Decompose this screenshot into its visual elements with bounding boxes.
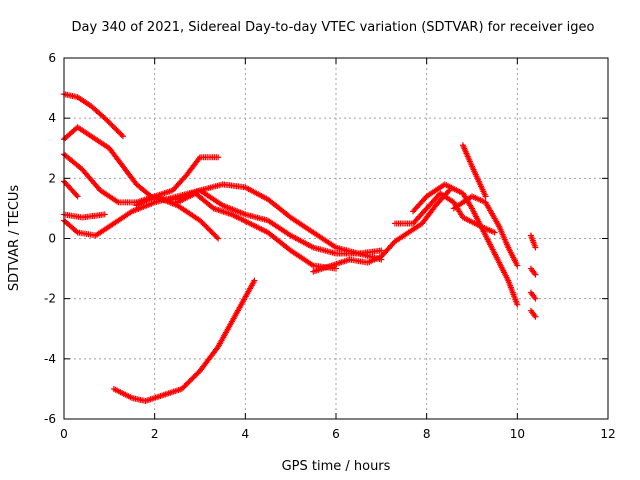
series-trace-p [527,265,539,278]
plus-marker [74,193,81,200]
y-axis-title: SDTVAR / TECUs [7,185,22,292]
x-tick-label: 10 [510,427,525,441]
series-trace-g [133,154,222,209]
plus-marker [215,235,222,242]
plus-marker [73,228,80,235]
y-tick-label: 4 [48,111,56,125]
series-trace-d [61,178,81,200]
series-trace-m [450,193,521,269]
plus-marker [514,301,521,308]
plus-marker [195,155,202,162]
y-tick-label: 6 [48,51,56,65]
chart-title: Day 340 of 2021, Sidereal Day-to-day VTE… [72,20,595,35]
plus-marker [532,313,539,320]
series-trace-j [310,187,453,275]
data-points [61,91,539,404]
plus-marker [215,154,222,161]
series-trace-i [110,277,258,404]
plus-marker [514,262,521,269]
y-tick-label: 2 [48,171,56,185]
plus-marker [251,277,258,284]
series-trace-h [174,190,339,272]
x-tick-label: 2 [151,427,159,441]
y-tick-label: -6 [44,412,56,426]
y-tick-label: -4 [44,352,56,366]
y-tick-label: -2 [44,292,56,306]
plus-marker [118,131,125,138]
plus-marker [491,229,498,236]
plus-marker [73,192,80,199]
plus-marker [119,133,126,140]
x-tick-label: 4 [242,427,250,441]
x-tick-label: 12 [600,427,615,441]
series-trace-o [527,232,539,251]
series-trace-e [61,211,108,221]
plus-marker [209,204,216,211]
plus-marker [213,234,220,241]
plus-marker [101,211,108,218]
plus-marker [532,244,539,251]
series-trace-r [527,307,539,320]
x-axis-title: GPS time / hours [282,459,391,474]
plus-marker [532,295,539,302]
series-trace-q [527,289,539,302]
series-trace-n [459,142,489,200]
x-tick-label: 0 [60,427,68,441]
plus-marker [445,188,452,195]
plus-marker [532,271,539,278]
series-trace-k [391,190,498,236]
series-trace-a [61,91,126,140]
x-tick-label: 6 [332,427,340,441]
axis-ticks: 0 2 4 6 8 10 12 -6 -4 -2 0 2 4 6 [44,51,616,441]
x-tick-label: 8 [423,427,431,441]
y-tick-label: 0 [48,232,56,246]
grid [64,58,608,419]
series-trace-l [410,181,521,308]
plus-marker [482,193,489,200]
